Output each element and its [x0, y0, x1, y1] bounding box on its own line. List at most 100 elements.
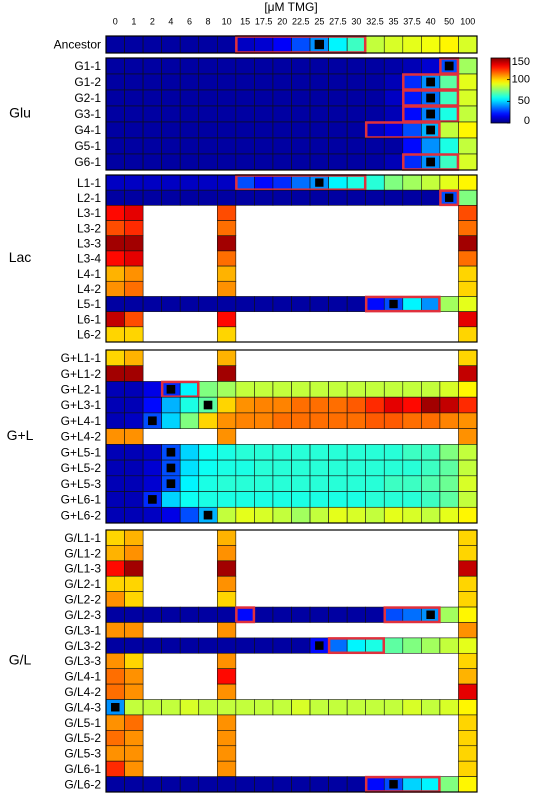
heat-cell — [458, 311, 478, 328]
row-label: L5-1 — [77, 297, 101, 311]
heat-cell — [124, 73, 144, 91]
heat-cell — [105, 265, 125, 282]
heat-cell — [458, 668, 478, 685]
heat-cell — [217, 475, 237, 492]
heat-cell — [124, 121, 144, 139]
heat-cell — [272, 506, 292, 524]
heat-cell — [402, 57, 422, 75]
highlight-box — [439, 189, 460, 207]
heat-cell — [235, 121, 255, 139]
heat-cell — [179, 35, 200, 54]
heat-cell — [346, 606, 366, 623]
x-tick-label: 1 — [131, 16, 136, 26]
heat-cell — [402, 121, 422, 139]
heat-cell — [291, 121, 311, 139]
threshold-marker — [389, 299, 398, 309]
group-label: Lac — [9, 249, 32, 265]
heat-cell — [179, 121, 200, 139]
highlight-box — [160, 380, 200, 398]
heat-cell — [124, 545, 144, 562]
heat-cell — [161, 137, 181, 155]
heat-cell — [291, 296, 311, 312]
heat-cell — [439, 105, 459, 123]
heat-cell — [365, 699, 385, 716]
threshold-marker — [426, 125, 436, 135]
heat-cell — [124, 529, 144, 546]
heat-cell — [217, 381, 237, 398]
heat-cell — [328, 174, 348, 191]
heat-cell — [142, 475, 162, 492]
heat-cell — [309, 475, 329, 492]
heat-cell — [383, 73, 404, 91]
heat-cell — [179, 89, 200, 107]
heat-cell — [439, 606, 459, 623]
heat-cell — [383, 412, 404, 429]
heat-cell — [365, 89, 385, 107]
heat-cell — [142, 153, 162, 171]
heat-cell — [124, 491, 144, 508]
heat-cell — [421, 699, 441, 716]
heat-cell — [346, 491, 366, 508]
heat-cell — [124, 365, 144, 382]
heat-cell — [439, 444, 459, 461]
heat-cell — [328, 381, 348, 398]
heat-cell — [458, 459, 478, 477]
heat-cell — [217, 73, 237, 91]
heat-cell — [383, 121, 404, 139]
heat-cell — [124, 622, 144, 639]
row-label: G/L1-3 — [64, 562, 101, 576]
heat-cell — [235, 174, 255, 191]
heat-cell — [458, 760, 478, 777]
row-label: G1-1 — [74, 59, 101, 73]
heat-cell — [402, 137, 422, 155]
heat-cell — [291, 606, 311, 623]
heat-cell — [421, 396, 441, 414]
heat-cell — [198, 381, 218, 398]
heat-cell — [383, 89, 404, 107]
heat-cell — [421, 637, 441, 654]
heat-cell — [235, 35, 255, 54]
heat-cell — [235, 412, 255, 429]
heat-cell — [309, 153, 329, 171]
heat-cell — [254, 444, 274, 461]
heat-cell — [217, 105, 237, 123]
heat-cell — [402, 412, 422, 429]
heat-cell — [458, 428, 478, 445]
heat-cell — [217, 174, 237, 191]
heat-cell — [217, 235, 237, 252]
heat-cell — [309, 381, 329, 398]
heat-cell — [179, 637, 200, 654]
heat-cell — [439, 699, 459, 716]
heat-cell — [346, 459, 366, 477]
row-label: L4-1 — [77, 267, 101, 281]
heat-cell — [217, 296, 237, 312]
heat-cell — [402, 444, 422, 461]
row-label: L6-2 — [77, 328, 101, 342]
heat-cell — [179, 73, 200, 91]
heat-cell — [458, 491, 478, 508]
heat-cell — [458, 35, 478, 54]
heat-cell — [346, 35, 366, 54]
heat-cell — [346, 296, 366, 312]
heat-cell — [179, 105, 200, 123]
row-label: G/L3-3 — [64, 654, 101, 668]
heat-cell — [309, 89, 329, 107]
threshold-marker — [426, 109, 436, 119]
heat-cell — [217, 714, 237, 731]
heat-cell — [458, 745, 478, 762]
heat-cell — [458, 560, 478, 577]
heat-cell — [198, 57, 218, 75]
heat-cell — [458, 776, 478, 793]
heat-cell — [235, 491, 255, 508]
x-tick-label: 10 — [222, 16, 232, 26]
heat-cell — [142, 189, 162, 206]
heat-cell — [179, 396, 200, 414]
heat-cell — [458, 89, 478, 107]
highlight-box — [383, 606, 441, 624]
heat-cell — [198, 105, 218, 123]
heat-cell — [217, 153, 237, 171]
heat-cell — [179, 174, 200, 191]
heat-cell — [105, 575, 125, 592]
heat-cell — [402, 475, 422, 492]
heat-cell — [217, 745, 237, 762]
